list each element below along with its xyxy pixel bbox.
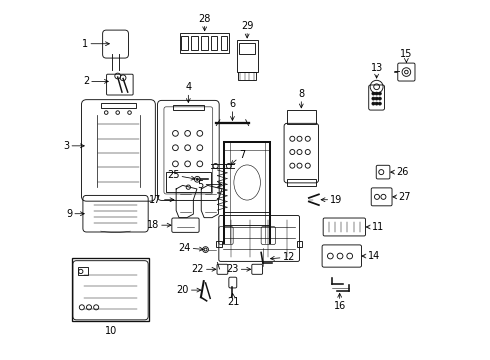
Bar <box>239 43 255 54</box>
Bar <box>166 172 211 192</box>
Text: 27: 27 <box>393 192 411 202</box>
Bar <box>78 267 88 275</box>
Bar <box>211 36 218 50</box>
Circle shape <box>378 92 381 95</box>
Bar <box>181 36 188 50</box>
Text: 29: 29 <box>241 21 253 38</box>
Text: 23: 23 <box>226 264 251 274</box>
Text: 26: 26 <box>391 167 409 177</box>
Text: 15: 15 <box>400 49 413 62</box>
Text: 2: 2 <box>83 76 108 86</box>
Circle shape <box>372 97 375 100</box>
Text: 28: 28 <box>198 14 211 31</box>
Bar <box>172 105 204 110</box>
Text: 25: 25 <box>167 170 195 180</box>
Text: 13: 13 <box>370 63 383 78</box>
Text: 8: 8 <box>298 89 304 108</box>
Text: 9: 9 <box>66 209 84 219</box>
Text: 6: 6 <box>229 99 236 120</box>
Bar <box>191 36 197 50</box>
Circle shape <box>378 97 381 100</box>
Bar <box>287 110 316 125</box>
Bar <box>201 36 208 50</box>
Text: 17: 17 <box>149 195 174 205</box>
Text: 14: 14 <box>362 251 380 261</box>
Circle shape <box>375 102 378 105</box>
Bar <box>101 103 136 108</box>
Circle shape <box>375 92 378 95</box>
Text: 1: 1 <box>82 39 109 49</box>
Text: 12: 12 <box>270 252 295 262</box>
Text: 22: 22 <box>191 264 216 274</box>
Text: 21: 21 <box>227 293 239 307</box>
Bar <box>216 240 221 247</box>
Bar <box>237 40 258 72</box>
Text: 10: 10 <box>104 325 117 336</box>
Circle shape <box>375 97 378 100</box>
Text: 24: 24 <box>178 243 203 253</box>
Text: 5: 5 <box>197 180 222 189</box>
Bar <box>287 179 316 186</box>
Text: 4: 4 <box>185 82 192 103</box>
Bar <box>296 240 302 247</box>
Circle shape <box>372 102 375 105</box>
Bar <box>72 258 149 320</box>
Text: 18: 18 <box>147 220 171 230</box>
Text: 16: 16 <box>334 293 346 311</box>
Bar <box>180 33 229 53</box>
Text: 19: 19 <box>321 195 343 205</box>
Text: 20: 20 <box>176 285 201 295</box>
Text: 11: 11 <box>367 222 384 232</box>
Text: 7: 7 <box>231 150 245 165</box>
Bar <box>221 36 227 50</box>
Circle shape <box>378 102 381 105</box>
Circle shape <box>372 92 375 95</box>
Circle shape <box>196 178 198 180</box>
Bar <box>238 72 256 80</box>
Text: 3: 3 <box>63 141 84 151</box>
